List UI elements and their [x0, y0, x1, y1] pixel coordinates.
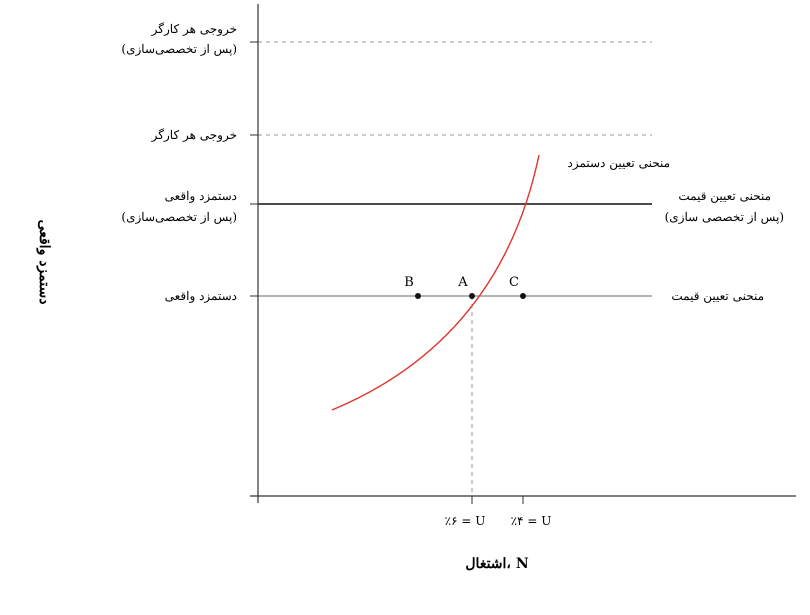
y-axis-title: دستمزد واقعی — [36, 220, 52, 305]
point-c-label: C — [509, 275, 519, 290]
x-tick-u4-label: ٪۴ = U — [511, 514, 552, 528]
wage-label: دستمزد واقعی — [165, 289, 237, 303]
output-after-label-line2: (پس از تخصصی‌سازی) — [121, 42, 237, 56]
point-b-label: B — [404, 275, 414, 290]
x-axis-title: اشتغال، N — [465, 556, 528, 572]
point-c — [520, 293, 526, 299]
wage-after-label-line1: دستمزد واقعی — [165, 189, 237, 203]
output-label: خروجی هر کارگر — [151, 128, 237, 142]
price-setting-label: منحنی تعیین قیمت — [671, 289, 764, 303]
point-b — [415, 293, 421, 299]
wage-setting-curve — [331, 154, 540, 411]
point-a — [469, 293, 475, 299]
wage-setting-curve-label: منحنی تعیین دستمزد — [568, 156, 670, 170]
output-after-label-line1: خروجی هر کارگر — [151, 22, 237, 36]
price-setting-after-label-line1: منحنی تعیین قیمت — [678, 189, 771, 203]
wage-after-label-line2: (پس از تخصصی‌سازی) — [121, 210, 237, 224]
point-a-label: A — [457, 275, 468, 290]
price-setting-after-label-line2: (پس از تخصصی سازی) — [665, 210, 784, 224]
x-tick-u6-label: ٪۶ = U — [445, 514, 486, 528]
